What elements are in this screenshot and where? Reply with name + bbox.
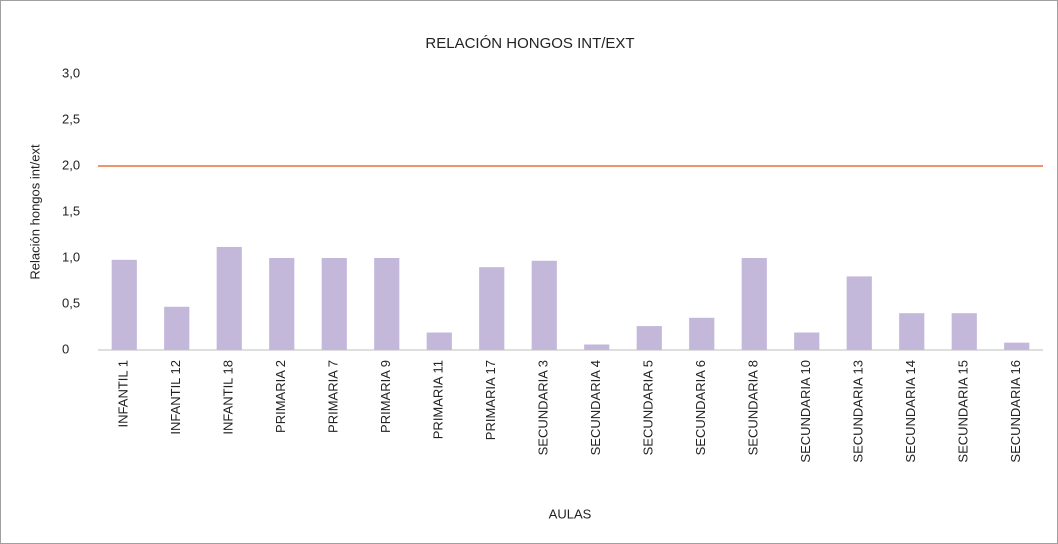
x-tick-label: SECUNDARIA 13 <box>851 360 866 463</box>
bar <box>741 258 767 350</box>
x-tick-label: SECUNDARIA 14 <box>903 360 918 463</box>
bar <box>794 332 820 350</box>
bar <box>164 306 190 350</box>
x-tick-label: INFANTIL 12 <box>168 360 183 435</box>
y-tick-label: 2,0 <box>62 157 80 172</box>
x-tick-label: SECUNDARIA 16 <box>1008 360 1023 463</box>
x-tick-label: SECUNDARIA 4 <box>588 360 603 455</box>
chart-title: RELACIÓN HONGOS INT/EXT <box>425 35 634 52</box>
y-tick-label: 1,0 <box>62 249 80 264</box>
x-tick-label: SECUNDARIA 10 <box>798 360 813 463</box>
x-tick-label: PRIMARIA 9 <box>378 360 393 433</box>
bar <box>689 317 715 350</box>
bar <box>269 258 295 350</box>
y-tick-label: 2,5 <box>62 111 80 126</box>
bar <box>426 332 452 350</box>
x-tick-label: PRIMARIA 17 <box>483 360 498 440</box>
bar <box>531 260 557 350</box>
bar <box>899 313 925 350</box>
bar <box>321 258 347 350</box>
y-tick-label: 0 <box>62 341 69 356</box>
bar <box>374 258 400 350</box>
y-tick-label: 0,5 <box>62 295 80 310</box>
x-tick-label: SECUNDARIA 5 <box>641 360 656 455</box>
bar <box>479 267 505 350</box>
x-tick-label: INFANTIL 18 <box>221 360 236 435</box>
x-tick-label: PRIMARIA 2 <box>273 360 288 433</box>
y-tick-label: 3,0 <box>62 65 80 80</box>
bar <box>111 259 137 350</box>
y-tick-label: 1,5 <box>62 203 80 218</box>
x-tick-label: SECUNDARIA 3 <box>536 360 551 455</box>
bar <box>951 313 977 350</box>
bar <box>846 276 872 350</box>
bar <box>584 344 610 350</box>
bar <box>1004 342 1030 350</box>
x-tick-label: PRIMARIA 7 <box>326 360 341 433</box>
y-axis-label: Relación hongos int/ext <box>27 144 42 280</box>
x-axis-label: AULAS <box>549 506 592 521</box>
x-tick-label: SECUNDARIA 8 <box>746 360 761 455</box>
x-tick-label: PRIMARIA 11 <box>431 360 446 439</box>
x-tick-label: SECUNDARIA 6 <box>693 360 708 455</box>
bar <box>216 246 242 350</box>
x-tick-label: INFANTIL 1 <box>116 360 131 427</box>
bar <box>636 326 662 350</box>
x-tick-label: SECUNDARIA 15 <box>956 360 971 463</box>
